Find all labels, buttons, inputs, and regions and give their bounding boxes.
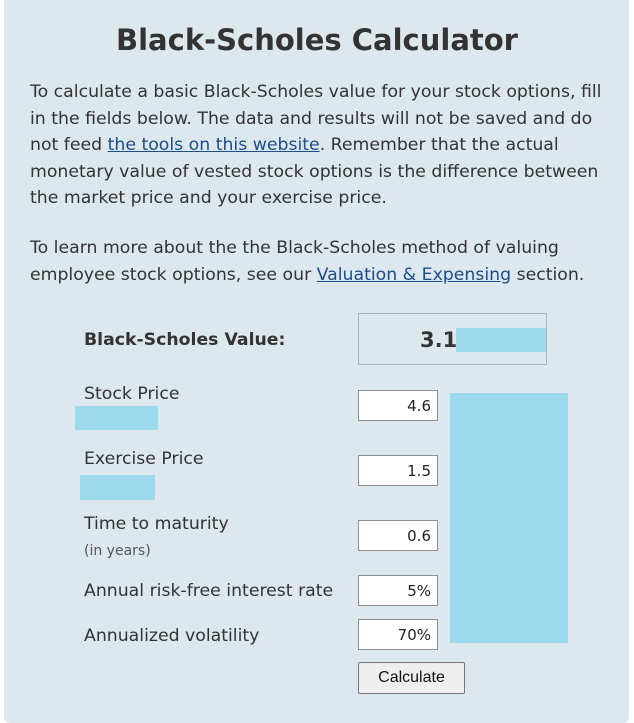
- redacted-result-digits: [456, 328, 546, 352]
- volatility-input[interactable]: [358, 619, 438, 650]
- result-value: 3.1: [420, 328, 458, 352]
- learn-more-text-start: To learn more about the the Black-Schole…: [30, 238, 559, 285]
- time-to-maturity-sublabel: (in years): [84, 543, 151, 559]
- risk-free-rate-input[interactable]: [358, 575, 438, 606]
- tools-link[interactable]: the tools on this website: [107, 135, 320, 155]
- redacted-side-panel: [450, 393, 568, 643]
- volatility-label: Annualized volatility: [84, 626, 260, 646]
- risk-free-rate-label: Annual risk-free interest rate: [84, 581, 334, 601]
- calculate-button[interactable]: Calculate: [358, 662, 465, 694]
- intro-text-start: To calculate a basic Black-Scholes value…: [30, 82, 602, 155]
- valuation-expensing-link[interactable]: Valuation & Expensing: [316, 264, 512, 285]
- intro-paragraph: To calculate a basic Black-Scholes value…: [30, 79, 620, 212]
- time-to-maturity-input[interactable]: [358, 520, 438, 551]
- redacted-exercise-price-note: [80, 475, 155, 500]
- exercise-price-input[interactable]: [358, 455, 438, 486]
- learn-more-text-end: section.: [511, 264, 585, 285]
- stock-price-input[interactable]: [358, 390, 438, 421]
- result-label: Black-Scholes Value:: [84, 330, 286, 350]
- stock-price-label: Stock Price: [84, 384, 180, 404]
- time-to-maturity-label: Time to maturity: [84, 514, 229, 534]
- intro-text-end: . Remember that the actual monetary valu…: [30, 135, 599, 208]
- redacted-stock-price-note: [75, 406, 158, 430]
- page-title: Black-Scholes Calculator: [116, 23, 518, 57]
- learn-more-paragraph: To learn more about the the Black-Schole…: [30, 235, 620, 288]
- exercise-price-label: Exercise Price: [84, 449, 204, 469]
